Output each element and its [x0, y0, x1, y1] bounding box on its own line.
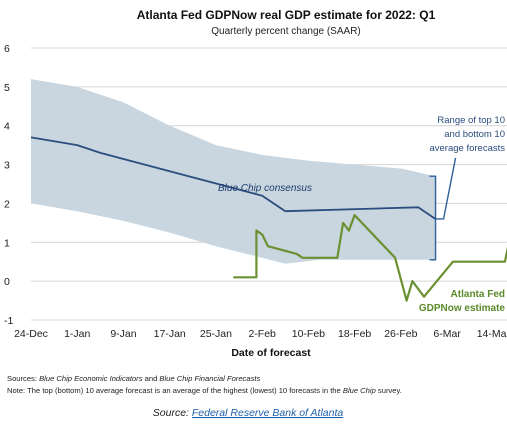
sources-publication-1: Blue Chip Economic Indicators: [39, 374, 143, 383]
y-tick-label: 2: [4, 198, 10, 210]
x-tick-label: 6-Mar: [433, 328, 461, 340]
gdpnow-label: Atlanta Fed GDPNow estimate: [419, 289, 506, 314]
y-tick-labels: -1 0 1 2 3 4 5 6: [4, 43, 13, 327]
gdpnow-line: [233, 214, 507, 302]
sources-note: Sources: Blue Chip Economic Indicators a…: [7, 374, 260, 383]
y-tick-label: -1: [4, 315, 13, 327]
y-tick-label: 3: [4, 160, 10, 172]
x-tick-label: 26-Feb: [384, 328, 417, 340]
x-tick-labels: 24-Dec 1-Jan 9-Jan 17-Jan 25-Jan 2-Feb 10-Feb 1…: [14, 328, 507, 340]
range-leader-line: [435, 157, 457, 220]
chart-subtitle: Quarterly percent change (SAAR): [211, 26, 361, 37]
y-tick-label: 1: [4, 237, 10, 249]
x-tick-label: 25-Jan: [200, 328, 232, 340]
sources-colon: :: [35, 374, 39, 383]
range-band: [31, 79, 436, 264]
sources-and: and: [143, 374, 160, 383]
x-axis-label: Date of forecast: [231, 347, 311, 359]
range-label-line-1: Range of top 10: [437, 115, 505, 126]
x-tick-label: 24-Dec: [14, 328, 48, 340]
range-label-line-2: and bottom 10: [444, 129, 505, 140]
x-tick-label: 9-Jan: [110, 328, 136, 340]
chart-title: Atlanta Fed GDPNow real GDP estimate for…: [137, 8, 436, 22]
gdpnow-label-line-1: Atlanta Fed: [451, 289, 505, 300]
method-note: Note: The top (bottom) 10 average foreca…: [7, 386, 402, 395]
series-group: [30, 136, 507, 302]
y-tick-label: 4: [4, 121, 10, 133]
sources-publication-2: Blue Chip Financial Forecasts: [159, 374, 260, 383]
note-text: : The top (bottom) 10 average forecast i…: [23, 386, 343, 395]
note-label: Note: [7, 386, 23, 395]
sources-label: Sources: [7, 374, 35, 383]
note-end: survey.: [376, 386, 402, 395]
gdpnow-label-line-2: GDPNow estimate: [419, 303, 506, 314]
consensus-line: [30, 136, 437, 220]
consensus-label: Blue Chip consensus: [218, 183, 312, 194]
x-tick-label: 18-Feb: [338, 328, 371, 340]
x-tick-label: 14-Mar: [477, 328, 507, 340]
y-tick-label: 5: [4, 82, 10, 94]
x-tick-label: 2-Feb: [248, 328, 276, 340]
source-label: Source:: [153, 407, 192, 419]
y-tick-label: 6: [4, 43, 10, 55]
source-link[interactable]: Federal Reserve Bank of Atlanta: [192, 407, 344, 419]
range-label: Range of top 10 and bottom 10 average fo…: [429, 115, 505, 154]
x-tick-label: 17-Jan: [154, 328, 186, 340]
x-tick-label: 10-Feb: [292, 328, 325, 340]
range-label-line-3: average forecasts: [429, 143, 505, 154]
x-tick-label: 1-Jan: [64, 328, 90, 340]
note-blue-chip: Blue Chip: [343, 386, 376, 395]
y-tick-label: 0: [4, 276, 10, 288]
source-line: Source: Federal Reserve Bank of Atlanta: [153, 407, 344, 419]
